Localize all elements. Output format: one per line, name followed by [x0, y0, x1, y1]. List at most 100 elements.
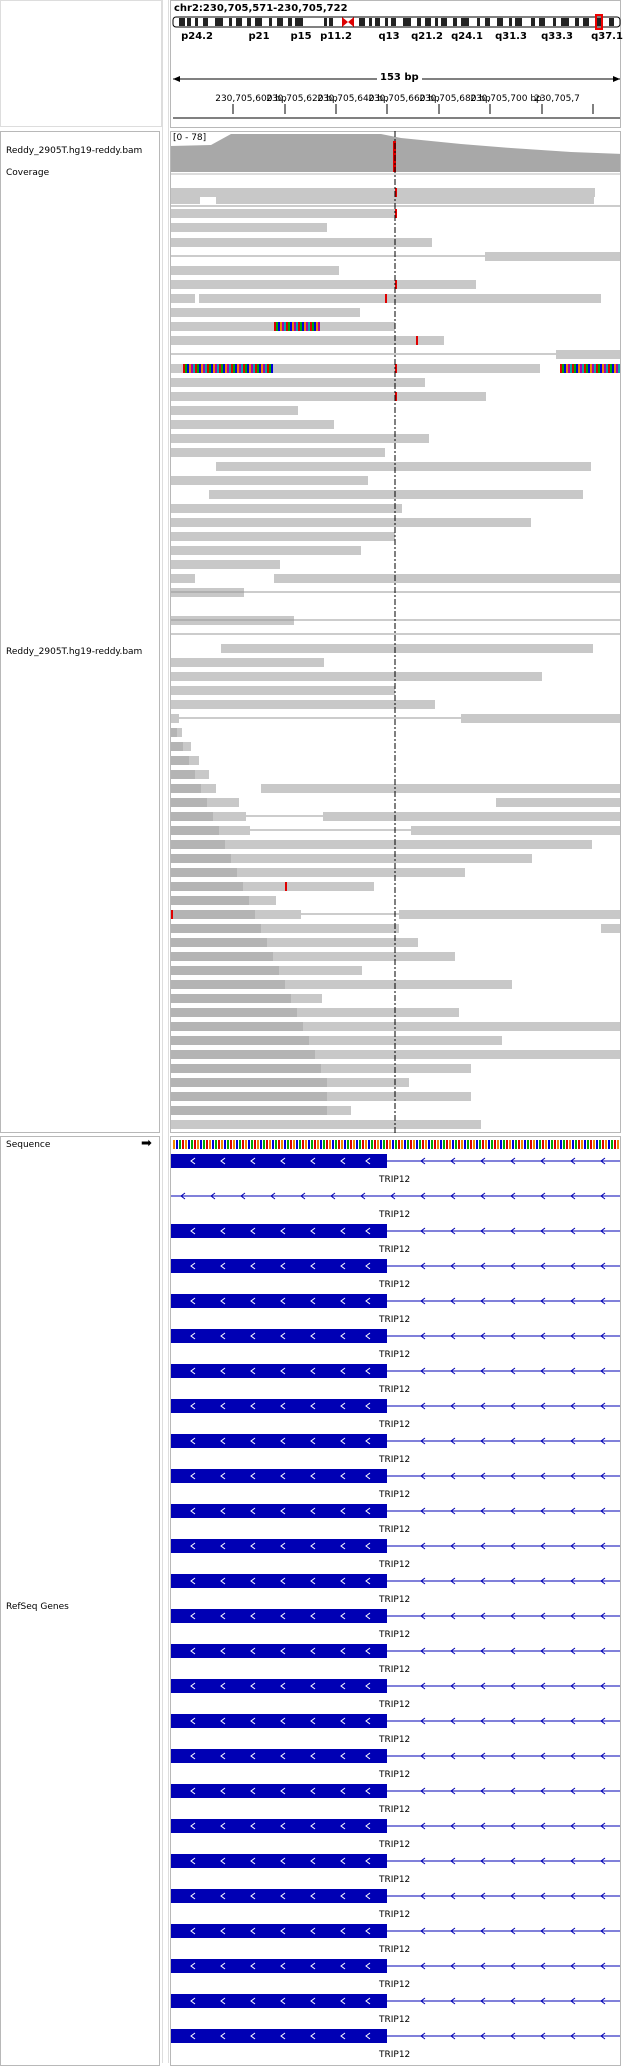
- gene-row[interactable]: TRIP12: [171, 1818, 620, 1853]
- gene-row[interactable]: TRIP12: [171, 1223, 620, 1258]
- mismatch-block: [193, 364, 195, 373]
- strand-chevron: [450, 1892, 456, 1900]
- mismatch-base: [395, 188, 397, 197]
- cytoband: [425, 18, 431, 26]
- gene-row[interactable]: TRIP12: [171, 1993, 620, 2028]
- gene-row[interactable]: TRIP12: [171, 1643, 620, 1678]
- sequence-track[interactable]: [171, 1137, 621, 1151]
- strand-chevron: [510, 1962, 516, 1970]
- cytoband: [435, 18, 438, 26]
- gene-row[interactable]: TRIP12: [171, 1573, 620, 1608]
- gene-label: TRIP12: [379, 1805, 411, 1815]
- strand-chevron: [450, 1717, 456, 1725]
- aligned-read-dense: [171, 854, 231, 863]
- gene-label: TRIP12: [379, 1560, 411, 1570]
- mismatch-block: [235, 364, 237, 373]
- gene-row[interactable]: TRIP12: [171, 1713, 620, 1748]
- mismatch-block: [314, 322, 316, 331]
- gene-row[interactable]: TRIP12: [171, 1678, 620, 1713]
- strand-chevron: [540, 1822, 546, 1830]
- strand-chevron: [280, 1262, 286, 1270]
- strand-chevron: [310, 1157, 316, 1165]
- gene-row[interactable]: TRIP12: [171, 2028, 620, 2063]
- strand-chevron: [310, 1997, 316, 2005]
- header-panel: chr2:230,705,571-230,705,722 p24.2 p21 p15…: [170, 0, 623, 129]
- gene-model: [171, 1469, 620, 1483]
- gene-row[interactable]: TRIP12: [171, 1398, 620, 1433]
- gene-row[interactable]: TRIP12: [171, 1923, 620, 1958]
- gene-row[interactable]: TRIP12: [171, 1538, 620, 1573]
- genes-track-name[interactable]: RefSeq Genes: [6, 1602, 69, 1612]
- strand-chevron: [570, 1367, 576, 1375]
- sequence-track-name[interactable]: Sequence: [6, 1140, 51, 1150]
- gene-row[interactable]: TRIP12: [171, 1608, 620, 1643]
- strand-chevron: [220, 1332, 226, 1340]
- strand-chevron: [280, 1157, 286, 1165]
- cytoband: [391, 18, 396, 26]
- mismatch-block: [223, 364, 225, 373]
- strand-chevron: [310, 1822, 316, 1830]
- strand-chevron: [480, 2032, 486, 2040]
- coverage-and-alignments[interactable]: [171, 132, 621, 1133]
- strand-chevron: [570, 1402, 576, 1410]
- gene-row[interactable]: TRIP12: [171, 1503, 620, 1538]
- gene-row[interactable]: TRIP12: [171, 1153, 620, 1188]
- gene-row[interactable]: TRIP12: [171, 1328, 620, 1363]
- sequence-base: [395, 1140, 397, 1149]
- sequence-base: [203, 1140, 205, 1149]
- strand-chevron: [480, 1507, 486, 1515]
- gene-row[interactable]: TRIP12: [171, 1468, 620, 1503]
- gene-row[interactable]: TRIP12: [171, 1888, 620, 1923]
- strand-chevron: [570, 1962, 576, 1970]
- gene-row[interactable]: TRIP12: [171, 1188, 620, 1223]
- strand-chevron: [450, 2032, 456, 2040]
- aligned-read-dense: [171, 770, 195, 779]
- strand-chevron: [420, 1787, 426, 1795]
- strand-chevron: [420, 1997, 426, 2005]
- gene-row[interactable]: TRIP12: [171, 1853, 620, 1888]
- cytoband: [324, 18, 327, 26]
- chromosome-ideogram[interactable]: p24.2 p21 p15 p11.2 q13 q21.2 q24.1 q31.3 q33.3 q…: [171, 1, 623, 129]
- coverage-track-name[interactable]: Reddy_2905T.hg19-reddy.bam Coverage: [6, 146, 143, 178]
- cytoband: [255, 18, 262, 26]
- data-panel: [0 - 78]: [170, 131, 621, 1133]
- strand-chevron: [600, 1542, 606, 1550]
- aligned-read-dense: [171, 1078, 327, 1087]
- strand-chevron: [220, 1857, 226, 1865]
- strand-chevron: [540, 1997, 546, 2005]
- mismatch-block: [247, 364, 249, 373]
- name-panel-header: [0, 0, 162, 127]
- sequence-base: [614, 1140, 616, 1149]
- strand-chevron: [510, 1857, 516, 1865]
- strand-chevron: [450, 1997, 456, 2005]
- gene-row[interactable]: TRIP12: [171, 1433, 620, 1468]
- sequence-base: [212, 1140, 214, 1149]
- strand-chevron: [450, 1962, 456, 1970]
- alignment-track-name[interactable]: Reddy_2905T.hg19-reddy.bam: [6, 647, 143, 657]
- strand-chevron: [220, 1682, 226, 1690]
- strand-chevron: [280, 1892, 286, 1900]
- refseq-genes-track[interactable]: TRIP12 TRIP12 TRIP12 TRIP12 TRIP12 TRIP12 TRIP…: [171, 1153, 620, 2063]
- strand-chevron: [480, 1612, 486, 1620]
- centromere-left: [342, 17, 348, 27]
- sequence-base: [611, 1140, 613, 1149]
- strand-arrow-icon[interactable]: ➡: [141, 1136, 152, 1151]
- gene-row[interactable]: TRIP12: [171, 1958, 620, 1993]
- gene-row[interactable]: TRIP12: [171, 1363, 620, 1398]
- sequence-base: [428, 1140, 430, 1149]
- gene-row[interactable]: TRIP12: [171, 1783, 620, 1818]
- strand-chevron: [310, 1507, 316, 1515]
- sequence-base: [431, 1140, 433, 1149]
- strand-chevron: [570, 1542, 576, 1550]
- gene-row[interactable]: TRIP12: [171, 1748, 620, 1783]
- gene-row[interactable]: TRIP12: [171, 1293, 620, 1328]
- mismatch-block: [580, 364, 582, 373]
- strand-chevron: [190, 1507, 196, 1515]
- strand-chevron: [510, 1227, 516, 1235]
- mismatch-block: [594, 364, 596, 373]
- sequence-base: [290, 1140, 292, 1149]
- strand-chevron: [190, 1647, 196, 1655]
- sequence-base: [344, 1140, 346, 1149]
- gene-exon: [171, 1224, 387, 1238]
- gene-row[interactable]: TRIP12: [171, 1258, 620, 1293]
